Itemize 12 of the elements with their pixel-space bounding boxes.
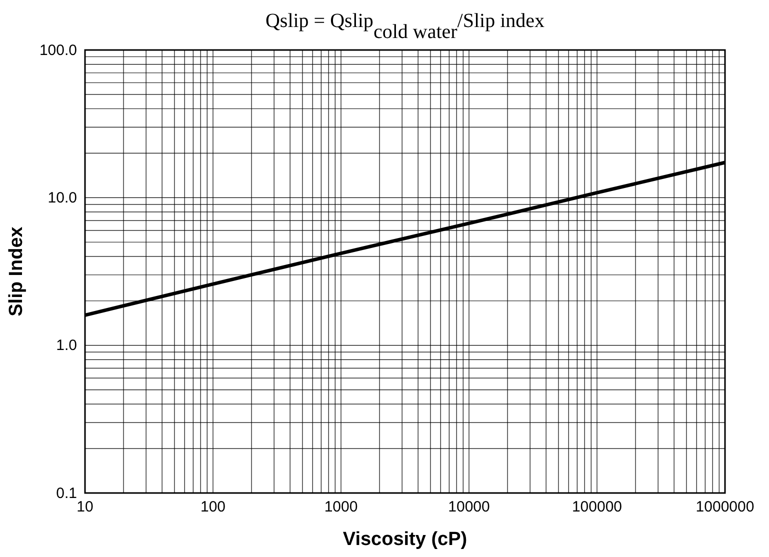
y-tick-label: 0.1 [56,484,77,502]
x-tick-label: 100000 [572,498,622,516]
y-tick-label: 1.0 [56,337,77,354]
x-axis-title: Viscosity (cP) [342,529,468,550]
x-tick-label: 10000 [448,498,490,516]
x-tick-label: 100 [200,498,226,516]
y-tick-label: 100.0 [39,42,77,59]
y-axis-title: Slip Index [6,226,27,316]
x-tick-label: 1000 [324,498,358,516]
x-tick-label: 1000000 [696,498,754,516]
y-tick-label: 10.0 [48,189,77,206]
x-tick-label: 10 [76,498,94,516]
